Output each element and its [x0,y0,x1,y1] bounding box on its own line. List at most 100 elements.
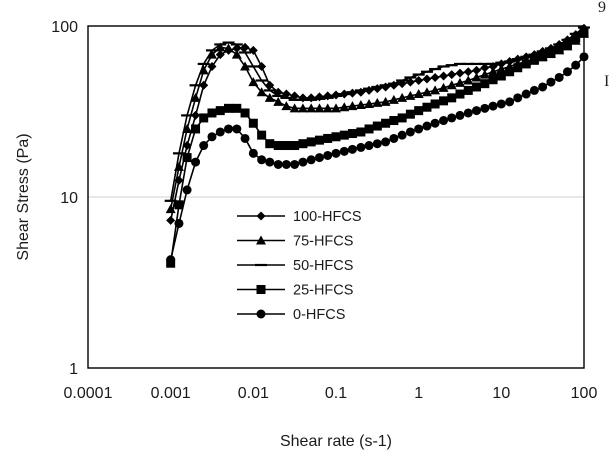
data-point [521,89,531,99]
data-point [463,85,473,95]
data-point [529,85,539,95]
data-point [289,103,300,113]
data-point [447,70,457,80]
cropped-text-fragment-top: 9 [598,0,606,16]
data-point [579,27,589,37]
data-point [405,109,415,119]
data-point [191,157,201,167]
plot-area-frame [87,25,585,369]
data-point [439,116,449,126]
legend-marker [256,235,266,245]
legend-marker [256,309,266,319]
data-point [306,155,316,165]
data-point [207,108,217,118]
data-point [191,110,201,120]
data-point [331,132,341,142]
data-point [455,68,465,78]
data-point [480,103,490,113]
data-point [447,93,457,103]
data-point [165,204,176,214]
data-point [505,67,515,77]
data-point [339,102,350,112]
legend: 100-HFCS 75-HFCS 50-HFCS 25-HFCS 0-HFCS [237,209,362,323]
data-point [430,72,440,82]
data-point [223,43,234,53]
data-point [388,94,399,104]
data-point [347,101,358,111]
data-point [331,103,341,113]
data-point [488,66,499,76]
data-point [422,102,432,112]
data-point [240,108,250,118]
x-tick-label-1: 0.001 [151,385,191,402]
data-point [256,87,267,97]
data-point [347,144,357,154]
data-point [405,90,416,100]
data-point [190,92,201,102]
data-point [290,141,300,151]
data-point [364,141,374,151]
x-axis-title: Shear rate (s-1) [280,433,392,450]
series-layer [164,23,590,268]
data-point [215,127,225,137]
data-point [215,106,225,116]
data-point [380,96,391,106]
data-point [257,130,267,140]
data-point [323,150,333,160]
data-point [364,124,374,134]
data-point [206,49,217,59]
y-tick-label-0: 1 [69,361,78,378]
legend-marker [256,285,266,294]
data-point [538,52,548,62]
data-point [430,118,440,128]
legend-marker [256,211,266,221]
data-point [248,118,258,128]
data-point [496,71,506,81]
y-tick-label-2: 100 [51,19,78,36]
data-point [513,63,523,73]
data-point [579,52,589,62]
data-point [430,85,441,95]
series-25-hfcs [166,27,589,268]
data-point [413,89,424,99]
data-point [372,139,382,149]
legend-label: 0-HFCS [293,307,345,323]
data-point [281,101,292,111]
data-point [207,132,217,142]
data-point [463,75,474,85]
data-point [439,96,449,106]
x-tick-label-5: 10 [492,385,510,402]
data-point [166,255,176,265]
series-0-hfcs [166,52,589,265]
data-point [364,98,375,108]
data-point [472,106,482,116]
data-point [463,108,473,118]
data-point [430,99,440,109]
data-point [273,96,284,106]
data-point [455,89,465,99]
legend-label: 25-HFCS [293,283,353,299]
data-point [298,139,308,149]
data-point [306,103,317,113]
data-point [207,61,217,71]
data-point [488,101,498,111]
data-point [166,215,176,225]
data-point [447,113,457,123]
data-point [323,133,333,143]
data-point [414,124,424,134]
cropped-text-fragment-side: I [604,73,609,90]
data-point [421,87,432,97]
legend-label: 50-HFCS [293,258,353,274]
data-point [472,82,482,92]
data-point [298,157,308,167]
data-point [174,218,184,228]
data-point [273,159,283,169]
data-point [297,103,308,113]
data-point [240,133,250,143]
data-point [347,129,357,139]
legend-item-75-hfcs: 75-HFCS [237,234,353,250]
legend-label: 100-HFCS [293,209,362,225]
data-point [199,113,209,123]
data-point [191,124,201,134]
